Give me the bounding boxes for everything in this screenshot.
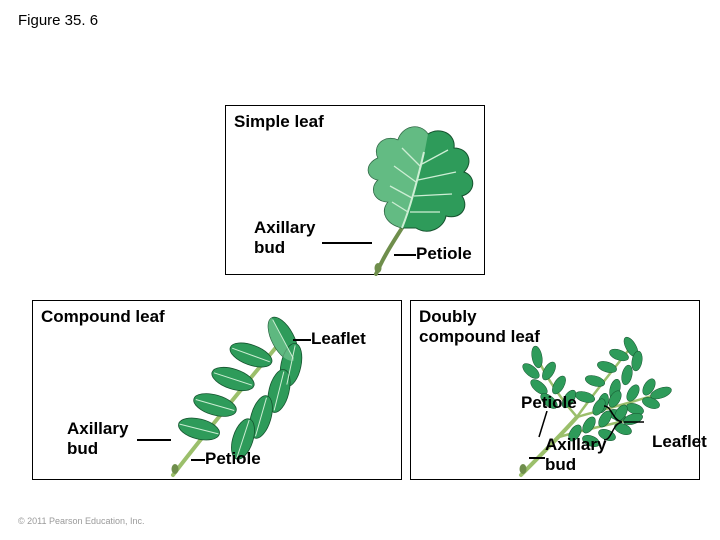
leader-compound-petiole xyxy=(191,459,205,461)
panel-simple-leaf: Simple leaf Axillary bud Petiole xyxy=(225,105,485,275)
panel-doubly-compound-leaf: Doubly compound leaf xyxy=(410,300,700,480)
leader-compound-leaflet xyxy=(293,339,311,341)
panel-title-simple: Simple leaf xyxy=(234,112,324,132)
label-doubly-leaflet: Leaflet xyxy=(652,432,707,452)
label-simple-axillary-bud: Axillary bud xyxy=(254,218,315,257)
brace-doubly-leaflet xyxy=(600,404,650,444)
copyright-text: © 2011 Pearson Education, Inc. xyxy=(18,516,145,526)
label-doubly-axillary-bud: Axillary bud xyxy=(545,435,606,474)
leader-doubly-axillary xyxy=(529,457,545,459)
figure-number: Figure 35. 6 xyxy=(18,12,98,29)
leader-simple-petiole xyxy=(394,254,416,256)
label-compound-petiole: Petiole xyxy=(205,449,261,469)
label-doubly-petiole: Petiole xyxy=(521,393,577,413)
label-compound-axillary-bud: Axillary bud xyxy=(67,419,128,458)
panel-compound-leaf: Compound leaf xyxy=(32,300,402,480)
leader-compound-axillary xyxy=(137,439,171,441)
label-simple-petiole: Petiole xyxy=(416,244,472,264)
leader-simple-axillary xyxy=(322,242,372,244)
label-compound-leaflet: Leaflet xyxy=(311,329,366,349)
